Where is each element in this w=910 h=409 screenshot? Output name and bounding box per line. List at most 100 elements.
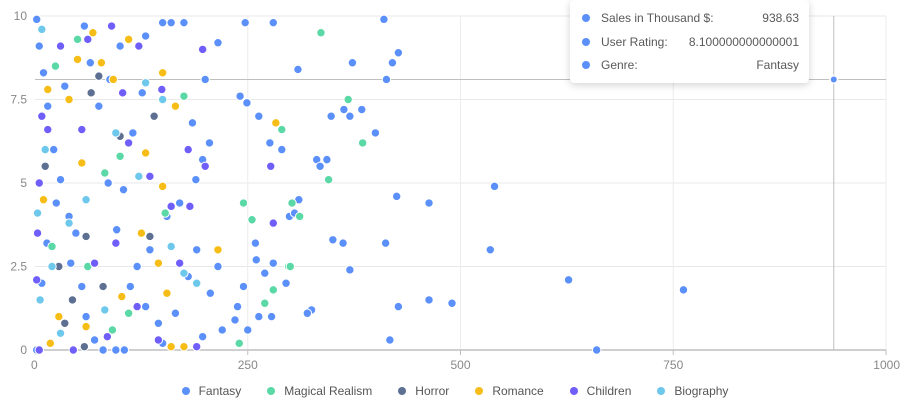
data-point[interactable] [260,298,270,308]
data-point[interactable] [47,241,57,252]
data-point[interactable] [55,41,66,51]
data-point[interactable] [281,278,291,288]
data-point[interactable] [43,101,53,111]
data-point[interactable] [77,124,87,135]
data-point[interactable] [145,245,155,255]
data-point[interactable] [140,148,151,158]
data-point[interactable] [174,198,185,208]
data-point[interactable] [81,195,91,205]
data-point[interactable] [111,345,121,355]
data-point[interactable] [315,161,325,172]
data-point[interactable] [266,161,276,172]
series-biography[interactable] [32,24,202,338]
data-point[interactable] [32,228,43,238]
data-point[interactable] [115,41,125,51]
data-point[interactable] [213,261,223,272]
data-point[interactable] [393,301,404,312]
data-point[interactable] [34,41,44,51]
data-point[interactable] [55,174,66,185]
data-point[interactable] [254,311,264,322]
data-point[interactable] [345,111,355,121]
series-fantasy[interactable] [32,14,839,355]
data-point[interactable] [137,88,147,98]
data-point[interactable] [66,258,76,268]
data-point[interactable] [254,111,264,121]
data-point[interactable] [81,311,91,322]
data-point[interactable] [32,275,42,285]
data-point[interactable] [379,14,389,25]
data-point[interactable] [140,31,151,41]
data-point[interactable] [197,44,208,55]
legend-item-romance[interactable]: Romance [475,384,544,398]
data-point[interactable] [166,201,176,212]
data-point[interactable] [38,68,49,78]
data-point[interactable] [287,198,297,208]
legend-item-horror[interactable]: Horror [398,384,449,398]
data-point[interactable] [166,17,176,28]
data-point[interactable] [166,341,176,352]
data-point[interactable] [134,41,144,51]
data-point[interactable] [77,281,87,292]
data-point[interactable] [191,174,201,185]
data-point[interactable] [64,218,74,228]
data-point[interactable] [98,345,108,355]
data-point[interactable] [132,301,142,312]
data-point[interactable] [102,331,113,342]
data-point[interactable] [200,161,210,172]
data-point[interactable] [247,215,257,225]
data-point[interactable] [72,54,83,65]
data-point[interactable] [266,311,277,322]
data-point[interactable] [111,238,121,248]
data-point[interactable] [322,154,332,165]
series-magical-realism[interactable] [47,28,368,349]
data-point[interactable] [162,288,172,298]
scatter-plot[interactable]: 0 2.5 5 7.5 10 0 250 500 750 1000 [0,0,910,380]
data-point[interactable] [125,281,136,292]
data-point[interactable] [240,17,250,28]
data-point[interactable] [153,318,164,328]
data-point[interactable] [251,255,261,265]
data-point[interactable] [111,225,122,235]
data-point[interactable] [391,191,402,202]
data-point[interactable] [213,38,223,48]
data-point[interactable] [79,341,90,352]
data-point[interactable] [678,285,689,295]
data-point[interactable] [250,238,261,248]
data-point[interactable] [357,104,367,115]
data-point[interactable] [234,338,244,349]
data-point[interactable] [243,325,253,335]
data-point[interactable] [179,91,189,101]
data-point[interactable] [174,258,185,268]
data-point[interactable] [238,281,249,292]
data-point[interactable] [160,208,170,218]
data-point[interactable] [347,58,358,68]
data-point[interactable] [385,335,395,345]
data-point[interactable] [157,94,168,105]
data-point[interactable] [302,308,313,318]
data-point[interactable] [343,94,353,105]
data-point[interactable] [40,161,50,172]
data-point[interactable] [37,111,47,121]
data-point[interactable] [393,48,404,58]
data-point[interactable] [94,101,104,111]
data-point[interactable] [67,295,78,305]
data-point[interactable] [277,144,287,155]
data-point[interactable] [86,88,96,98]
data-point[interactable] [89,258,100,268]
data-point[interactable] [89,335,100,345]
data-point[interactable] [128,128,138,138]
series-romance[interactable] [38,28,281,352]
data-point[interactable] [115,151,125,161]
data-point[interactable] [197,331,208,342]
data-point[interactable] [185,201,195,212]
data-point[interactable] [149,111,159,121]
data-point[interactable] [213,245,223,255]
data-point[interactable] [140,78,151,88]
data-point[interactable] [328,235,338,245]
data-point[interactable] [563,275,574,285]
data-point[interactable] [157,17,168,28]
data-point[interactable] [238,198,249,208]
data-point[interactable] [37,24,47,35]
data-point[interactable] [111,128,121,138]
data-point[interactable] [157,84,167,95]
